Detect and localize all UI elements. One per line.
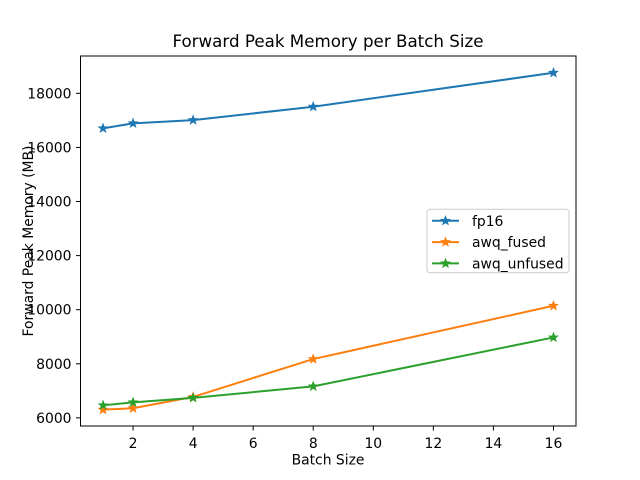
data-point-awq_unfused-batch-8 [307,380,319,392]
series-line-awq_unfused [102,336,555,407]
data-point-awq_unfused-batch-16 [547,331,559,343]
y-tick-label: 10000 [27,303,71,319]
legend-marker-fp16 [439,215,452,226]
plot-border [80,55,577,427]
legend-marker-awq_unfused [439,257,452,269]
legend-label-awq_unfused: awq_unfused [472,256,564,272]
plot-area: 2 4 6 8 10 12 14 16 6000 8000 10000 12000 14000 16000… [27,55,577,452]
x-tick-label: 12 [425,436,443,452]
data-point-awq_fused-batch-16 [547,299,559,311]
legend-box [426,208,570,274]
y-tick-label: 16000 [27,140,71,156]
data-point-awq_fused-batch-8 [307,353,319,364]
data-point-fp16-batch-1 [97,122,109,134]
x-tick-label: 14 [485,436,503,452]
data-point-fp16-batch-4 [187,114,199,125]
data-point-fp16-batch-2 [127,117,139,129]
x-tick-label: 8 [309,436,318,452]
data-point-awq_fused-batch-1 [97,403,109,415]
legend-label-awq_fused: awq_fused [472,235,546,251]
y-tick-label: 12000 [27,249,71,265]
data-point-fp16-batch-8 [307,100,319,112]
x-tick-label: 2 [129,436,138,452]
x-tick-label: 6 [249,436,258,452]
data-point-awq_unfused-batch-1 [97,399,109,410]
data-point-awq_unfused-batch-4 [187,392,199,403]
x-tick-label: 4 [189,436,198,452]
legend-marker-awq_fused [439,236,452,247]
x-tick-label: 16 [545,436,563,452]
series-line-fp16 [102,71,555,130]
y-tick-label: 6000 [36,411,71,427]
y-tick-label: 18000 [27,86,71,102]
y-tick-label: 8000 [36,357,71,373]
y-tick-label: 14000 [27,195,71,211]
data-point-awq_unfused-batch-2 [127,396,139,408]
x-tick-label: 10 [364,436,382,452]
legend-label-fp16: fp16 [472,214,503,230]
data-point-awq_fused-batch-2 [127,402,139,413]
data-point-fp16-batch-16 [547,66,559,78]
series-line-awq_fused [102,304,555,411]
y-axis-label: Forward Peak Memory (MB) [21,146,37,337]
chart-title: Forward Peak Memory per Batch Size [172,31,483,51]
x-axis-label: Batch Size [292,453,365,469]
